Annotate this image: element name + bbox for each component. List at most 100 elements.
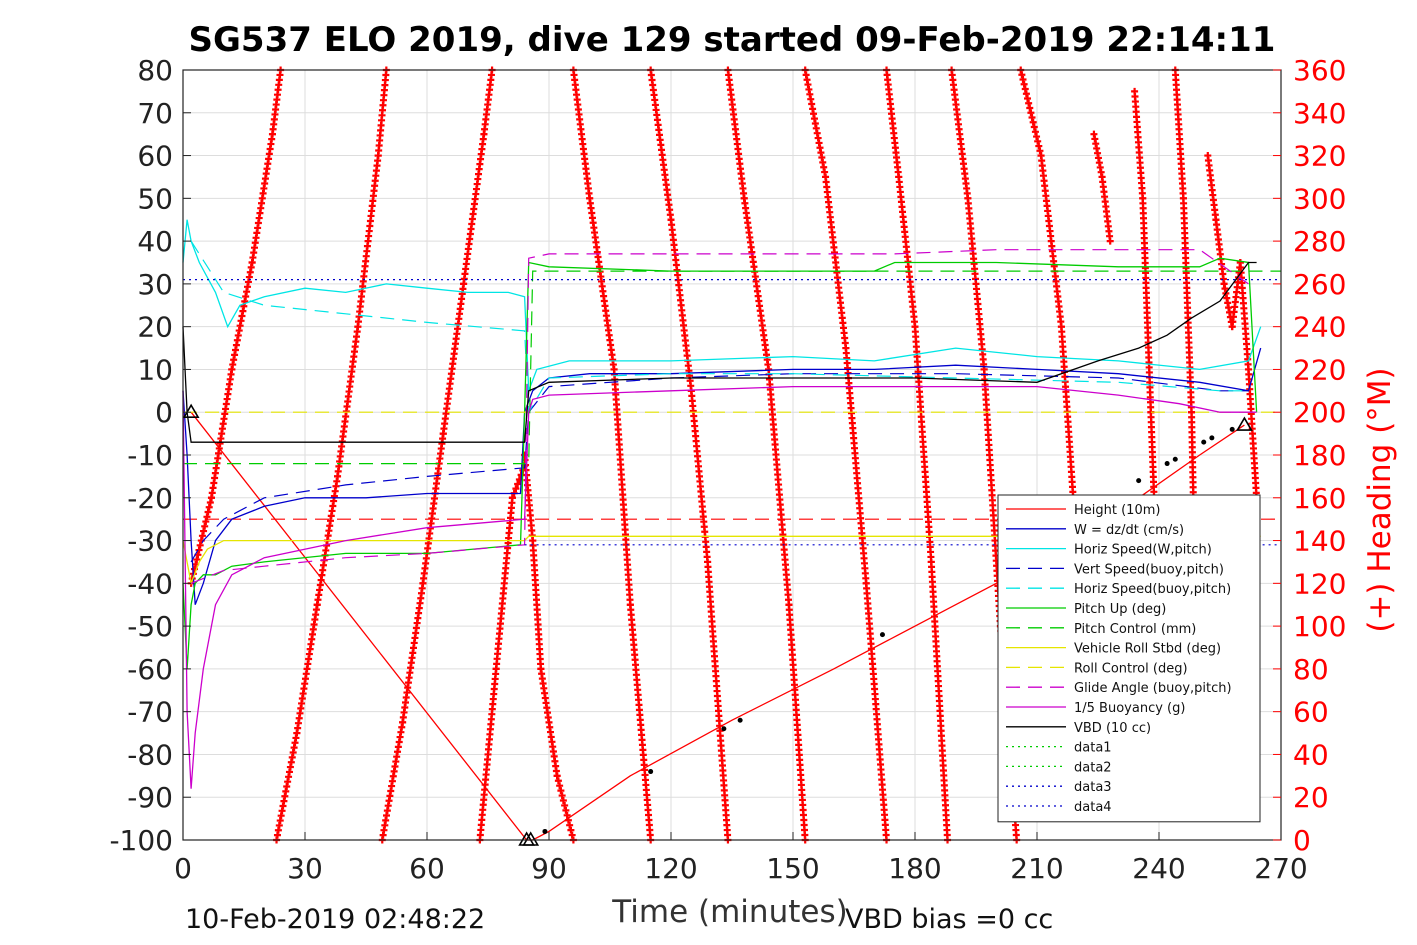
heading-point [1034,137,1042,145]
heading-point [1035,142,1043,150]
series-horiz-speed-w-pitch [182,219,1262,392]
y-right-tick-label: 40 [1293,738,1329,771]
turn-triangle-marker [1236,416,1253,431]
y-right-tick-label: 200 [1293,396,1346,429]
x-tick-label: 180 [888,852,941,885]
y-right-tick-label: 340 [1293,97,1346,130]
y-right-tick-label: 360 [1293,54,1346,87]
series-vbd-10-cc [182,261,1257,443]
height-dot-marker [721,726,727,732]
legend-label: Horiz Speed(W,pitch) [1074,543,1212,558]
y-tick-label: -50 [127,610,173,643]
legend-label: data4 [1074,800,1112,815]
height-dot-marker [1229,426,1235,432]
y-right-tick-label: 260 [1293,268,1346,301]
legend-label: data3 [1074,780,1112,795]
heading-point [206,499,214,507]
heading-point [193,556,201,564]
series-pitch-up-deg [182,257,1258,669]
height-dot-marker [1136,478,1142,484]
heading-point [195,546,203,554]
y-tick-label: 10 [137,353,173,386]
series-horiz-speed-buoy-pitch [190,240,1249,415]
heading-point [568,831,576,839]
y-right-tick-label: 80 [1293,653,1329,686]
heading-point [508,494,516,502]
legend-label: Vehicle Roll Stbd (deg) [1074,642,1221,657]
heading-point [1025,99,1033,107]
y-right-tick-label: 320 [1293,140,1346,173]
y-right-tick-label: 300 [1293,182,1346,215]
series-glide-angle-buoy-pitch [190,249,1249,584]
heading-point [200,527,208,535]
y-tick-label: 30 [137,268,173,301]
legend-box [997,494,1261,823]
heading-point [198,532,206,540]
heading-point [567,826,575,834]
x-tick-label: 120 [644,852,697,885]
x-tick-label: 270 [1254,852,1307,885]
heading-point [559,797,567,805]
series-pitch-control-mm [183,270,1281,465]
heading-point [557,787,565,795]
height-dot-marker [879,632,885,638]
heading-point [202,518,210,526]
y-tick-label: 20 [137,311,173,344]
y-right-tick-label: 240 [1293,311,1346,344]
y-tick-label: -30 [127,525,173,558]
y-right-tick-label: 180 [1293,439,1346,472]
legend-label: Pitch Control (mm) [1074,622,1196,637]
y-right-tick-label: 20 [1293,781,1329,814]
height-dot-marker [1164,461,1170,467]
right-axis: 3603403203002802602402202001801601401201… [1273,54,1346,857]
height-dot-marker [648,769,654,775]
heading-point [1018,71,1026,79]
heading-point [553,772,561,780]
height-dot-marker [1172,456,1178,462]
legend-label: Roll Control (deg) [1074,661,1188,676]
legend: Height (10m) W = dz/dt (cm/s) Horiz Speed(… [997,494,1261,823]
legend-label: Pitch Up (deg) [1074,602,1166,617]
y-tick-label: 70 [137,97,173,130]
heading-point [1106,237,1114,245]
heading-point [1024,95,1032,103]
y-tick-label: -10 [127,439,173,472]
series-w-dz-dt-cm-s [182,347,1262,605]
y-tick-label: -90 [127,781,173,814]
series-vert-speed-buoy-pitch [190,373,1249,563]
x-tick-label: 240 [1132,852,1185,885]
heading-point [1026,104,1034,112]
height-dot-marker [1209,435,1215,441]
y-tick-label: -40 [127,567,173,600]
legend-label: data2 [1074,760,1112,775]
legend-label: Horiz Speed(buoy,pitch) [1074,582,1231,597]
heading-point [512,485,520,493]
y-tick-label: 60 [137,140,173,173]
x-tick-label: 0 [174,852,192,885]
legend-label: Vert Speed(buoy,pitch) [1074,562,1224,577]
y-tick-label: -20 [127,482,173,515]
legend-label: W = dz/dt (cm/s) [1074,523,1184,538]
height-dot-marker [737,717,743,723]
heading-point [1021,85,1029,93]
y-right-tick-label: 280 [1293,225,1346,258]
y-right-tick-label: 220 [1293,353,1346,386]
series-1-5-buoyancy-g [182,385,1257,789]
x-tick-label: 30 [287,852,323,885]
heading-point [1022,90,1030,98]
height-dot-marker [1201,439,1207,445]
y-right-tick-label: 160 [1293,482,1346,515]
y-tick-label: -70 [127,696,173,729]
heading-point [1019,76,1027,84]
legend-label: Height (10m) [1074,503,1160,518]
heading-point [1030,123,1038,131]
x-tick-label: 90 [531,852,567,885]
x-tick-label: 60 [409,852,445,885]
chart-title: SG537 ELO 2019, dive 129 started 09-Feb-… [189,20,1276,60]
legend-label: data1 [1074,741,1112,756]
y-right-tick-label: 140 [1293,525,1346,558]
turn-triangle-marker [522,831,540,846]
y-tick-label: 40 [137,225,173,258]
left-axis: 80 70 60 50 40 30 20 10 0 -10 -20 -30 -40 -50 -60 -70 -8… [109,54,191,857]
